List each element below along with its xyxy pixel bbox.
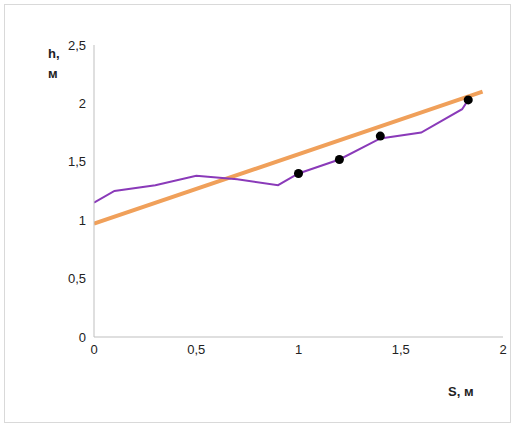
svg-text:2: 2 [499, 342, 506, 357]
html-text:м: м [48, 66, 58, 81]
svg-text:1,5: 1,5 [68, 154, 86, 169]
svg-text:1,5: 1,5 [392, 342, 410, 357]
svg-text:1: 1 [295, 342, 302, 357]
svg-text:0,5: 0,5 [68, 271, 86, 286]
svg-text:0: 0 [90, 342, 97, 357]
html-text:h,: h, [48, 46, 60, 61]
svg-text:0,5: 0,5 [187, 342, 205, 357]
svg-text:2,5: 2,5 [68, 38, 86, 53]
svg-text:0: 0 [79, 330, 86, 345]
svg-text:2: 2 [79, 96, 86, 111]
html-text:S, м: S, м [448, 384, 474, 399]
svg-text:1: 1 [79, 213, 86, 228]
